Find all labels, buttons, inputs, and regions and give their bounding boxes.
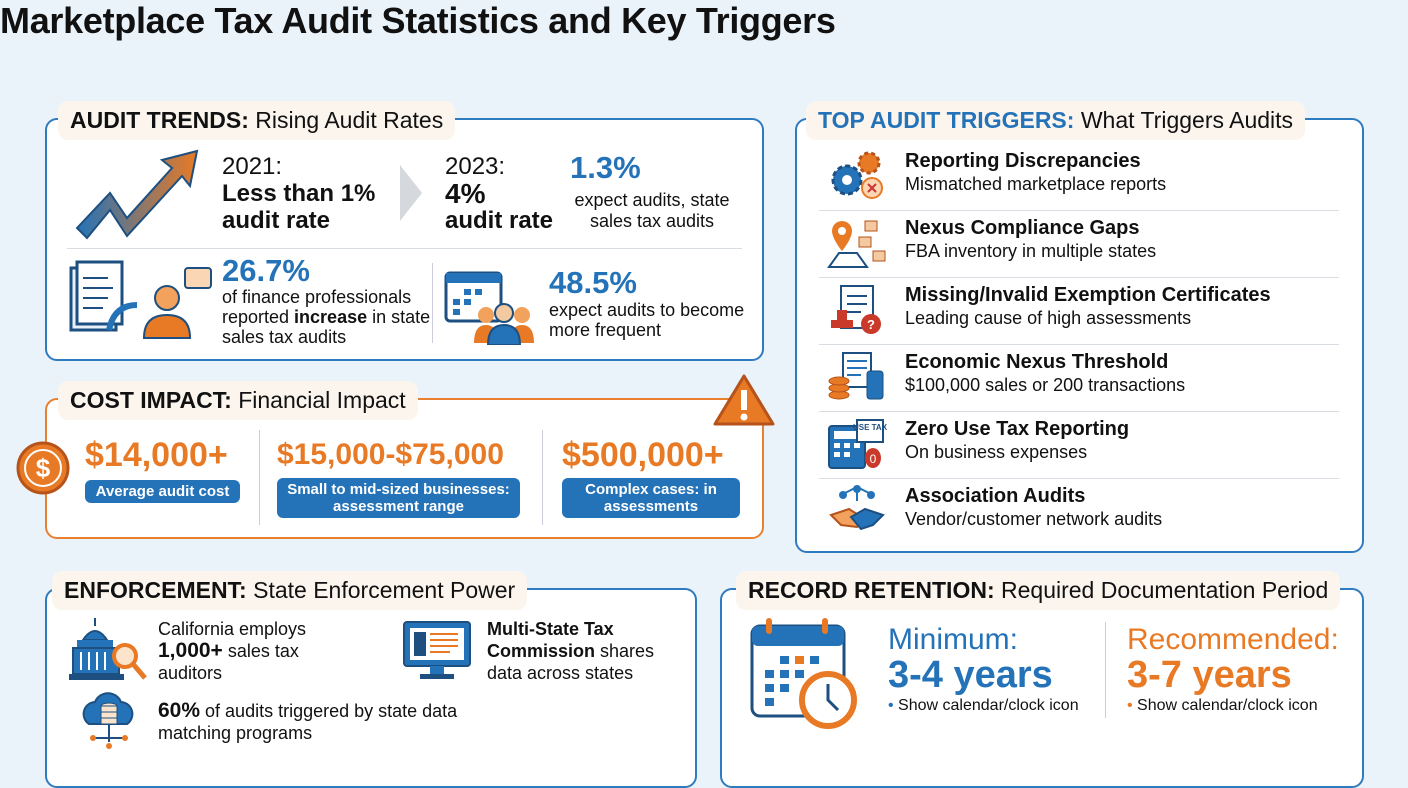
audit-trends-panel: 2021: Less than 1% audit rate 2023: 4% a… <box>45 118 764 361</box>
cost-value: $500,000+ <box>562 436 724 474</box>
minimum-label: Minimum: <box>888 623 1019 656</box>
cost-value: $15,000-$75,000 <box>277 438 504 471</box>
mtc-stat: Multi-State Tax Commission shares data a… <box>487 619 655 683</box>
dollar-coin-icon: $ <box>16 441 70 495</box>
stat-48-5-value: 48.5% <box>549 265 637 300</box>
trigger-title: Economic Nexus Threshold <box>905 351 1169 373</box>
cost-value: $14,000+ <box>85 436 228 474</box>
trigger-subtitle: On business expenses <box>905 442 1088 462</box>
record-retention-heading: RECORD RETENTION: Required Documentation… <box>736 571 1341 610</box>
calendar-clock-icon <box>750 618 857 729</box>
cost-caption: Complex cases: in assessments <box>562 478 740 518</box>
cloud-database-icon <box>82 692 134 749</box>
chevron-right-icon <box>400 165 422 221</box>
california-stat: California employs 1,000+ sales tax audit… <box>158 619 307 683</box>
capitol-magnifier-icon <box>69 618 147 680</box>
trigger-subtitle: Vendor/customer network audits <box>905 509 1163 529</box>
year-2023-value: 4% <box>445 178 486 209</box>
record-retention-panel: Minimum: 3-4 years • Show calendar/clock… <box>720 588 1364 788</box>
minimum-value: 3-4 years <box>888 654 1053 696</box>
minimum-note: • Show calendar/clock icon <box>888 697 1079 714</box>
trigger-title: Association Audits <box>905 485 1086 507</box>
year-2021-value: Less than 1% <box>222 180 376 207</box>
audit-triggers-panel: Reporting Discrepancies Mismatched marke… <box>795 118 1364 553</box>
recommended-note: • Show calendar/clock icon <box>1127 697 1318 714</box>
warning-icon <box>713 374 775 426</box>
audit-trends-heading: AUDIT TRENDS: Rising Audit Rates <box>58 101 456 140</box>
year-2021-label: 2021: <box>222 153 283 180</box>
document-person-icon <box>69 260 212 339</box>
trigger-item: Nexus Compliance Gaps FBA inventory in m… <box>797 213 1362 280</box>
recommended-value: 3-7 years <box>1127 654 1292 696</box>
coins-phone-icon <box>828 352 884 400</box>
trigger-item: Reporting Discrepancies Mismatched marke… <box>797 146 1362 213</box>
stat-1-3-value: 1.3% <box>570 150 641 185</box>
stat-26-7-value: 26.7% <box>222 253 310 288</box>
svg-text:0: 0 <box>870 452 877 466</box>
trigger-title: Nexus Compliance Gaps <box>905 217 1140 239</box>
cost-impact-panel: $14,000+ Average audit cost $15,000-$75,… <box>45 398 764 539</box>
trigger-subtitle: $100,000 sales or 200 transactions <box>905 375 1186 395</box>
trigger-title: Missing/Invalid Exemption Certificates <box>905 284 1271 306</box>
trigger-subtitle: Leading cause of high assessments <box>905 308 1192 328</box>
enforcement-heading: ENFORCEMENT: State Enforcement Power <box>52 571 528 610</box>
trigger-item: Association Audits Vendor/customer netwo… <box>797 481 1362 548</box>
handshake-network-icon <box>829 485 885 531</box>
page-title: Marketplace Tax Audit Statistics and Key… <box>0 0 836 41</box>
cost-impact-heading: COST IMPACT: Financial Impact <box>58 381 418 420</box>
gears-icon <box>831 151 883 199</box>
enforcement-panel: California employs 1,000+ sales tax audit… <box>45 588 697 788</box>
svg-text:?: ? <box>867 317 875 332</box>
trigger-title: Zero Use Tax Reporting <box>905 418 1130 440</box>
trigger-item: ? Missing/Invalid Exemption Certificates… <box>797 280 1362 347</box>
monitor-data-icon <box>403 621 471 679</box>
recommended-label: Recommended: <box>1127 623 1339 656</box>
rising-arrow-icon <box>75 149 199 240</box>
svg-text:USE TAX: USE TAX <box>853 423 887 432</box>
calendar-people-icon <box>444 271 534 345</box>
audit-triggers-heading: TOP AUDIT TRIGGERS: What Triggers Audits <box>806 101 1306 140</box>
trigger-item: USE TAX 0 Zero Use Tax Reporting On busin… <box>797 414 1362 481</box>
year-2021-unit: audit rate <box>222 207 331 234</box>
data-matching-stat: 60% of audits triggered by state data ma… <box>158 699 458 744</box>
calculator-tax-icon: USE TAX 0 <box>828 419 887 469</box>
certificate-stamp-icon: ? <box>831 285 881 334</box>
stat-1-3-text: expect audits, state sales tax audits <box>574 190 730 231</box>
trigger-title: Reporting Discrepancies <box>905 150 1141 172</box>
stat-26-7-text: of finance professionals reported increa… <box>222 287 431 347</box>
cost-caption: Average audit cost <box>85 480 240 503</box>
stat-48-5-text: expect audits to become more frequent <box>549 300 745 340</box>
svg-text:$: $ <box>36 453 51 483</box>
trigger-subtitle: Mismatched marketplace reports <box>905 174 1167 194</box>
year-2023-label: 2023: <box>445 153 506 180</box>
cost-caption: Small to mid-sized businesses: assessmen… <box>277 478 520 518</box>
map-pin-boxes-icon <box>827 220 886 268</box>
trigger-item: Economic Nexus Threshold $100,000 sales … <box>797 347 1362 414</box>
trigger-subtitle: FBA inventory in multiple states <box>905 241 1157 261</box>
year-2023-unit: audit rate <box>445 207 554 234</box>
